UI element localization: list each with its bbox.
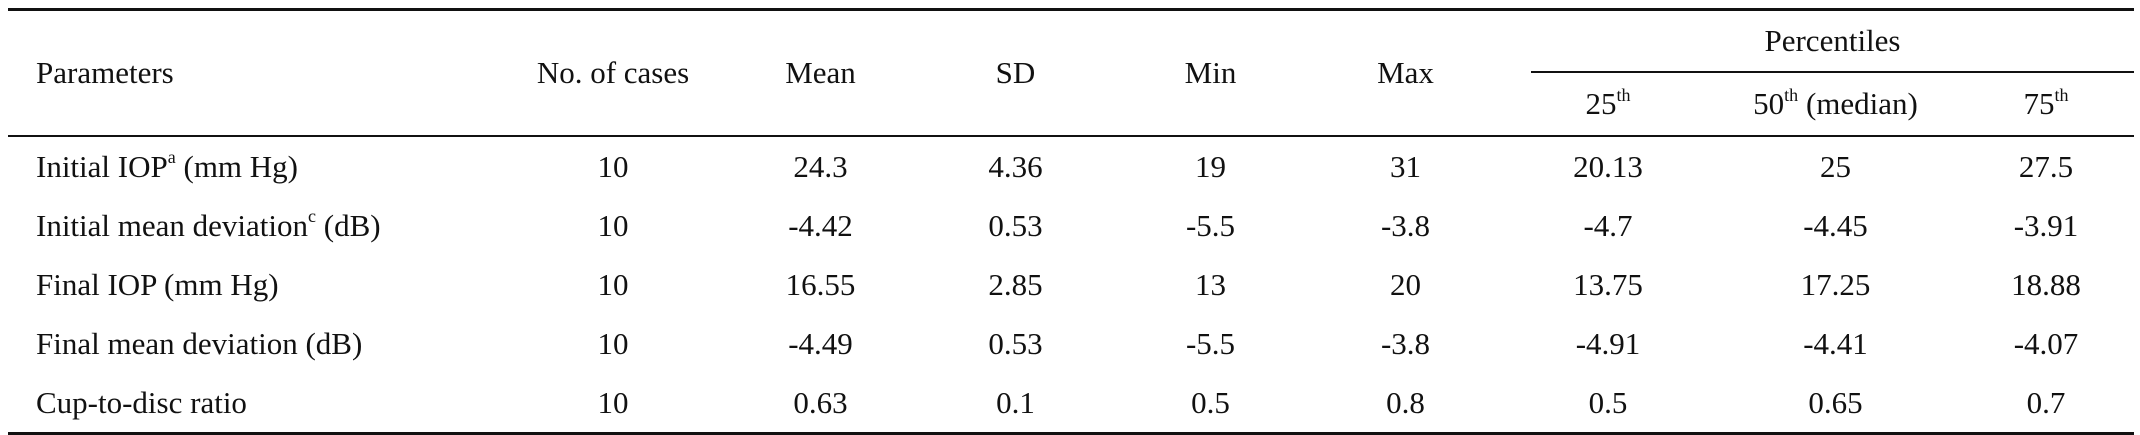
header-p75-sup: th xyxy=(2054,84,2069,105)
cell-mean: 16.55 xyxy=(785,266,856,302)
statistics-table-container: Parameters No. of cases Mean SD Min Max … xyxy=(8,8,2134,435)
row-label-tail: (mm Hg) xyxy=(175,148,299,184)
cell-cases: 10 xyxy=(597,207,629,243)
row-label-main: Initial mean deviation xyxy=(36,207,309,243)
header-p25-number: 25 xyxy=(1585,86,1617,121)
header-p50-sup: th xyxy=(1784,84,1799,105)
table-row: Initial mean deviationc (dB) 10 -4.42 0.… xyxy=(8,196,2134,255)
cell-max: 0.8 xyxy=(1308,373,1503,435)
header-sd: SD xyxy=(918,8,1113,137)
cell-mean: -4.49 xyxy=(788,325,853,361)
cell-p50: -4.45 xyxy=(1803,207,1868,243)
cell-p50: 25 xyxy=(1820,148,1851,184)
row-label-main: Final mean deviation (dB) xyxy=(36,325,363,361)
cell-min: 0.5 xyxy=(1113,373,1308,435)
cell-p50: 0.65 xyxy=(1713,373,1958,435)
cell-cases: 10 xyxy=(503,373,723,435)
cell-p75: -4.07 xyxy=(2013,325,2079,361)
header-percentiles-label: Percentiles xyxy=(1531,11,2134,73)
cell-min: 13 xyxy=(1195,266,1226,302)
header-max: Max xyxy=(1308,8,1503,137)
header-min: Min xyxy=(1113,8,1308,137)
header-p50-suffix: (median) xyxy=(1798,86,1918,121)
cell-max: -3.8 xyxy=(1380,207,1431,243)
cell-p75: 27.5 xyxy=(2018,148,2074,184)
header-mean: Mean xyxy=(723,8,918,137)
cell-sd: 0.1 xyxy=(918,373,1113,435)
row-label-tail: (dB) xyxy=(316,207,381,243)
cell-p25: 13.75 xyxy=(1573,266,1643,302)
cell-mean: 24.3 xyxy=(793,148,848,184)
row-label: Final mean deviation (dB) xyxy=(8,314,503,373)
table-row: Final IOP (mm Hg) 10 16.55 2.85 13 20 13… xyxy=(8,255,2134,314)
cell-p75: 18.88 xyxy=(2011,266,2081,302)
header-p75: 75th xyxy=(1958,73,2134,137)
cell-mean: -4.42 xyxy=(788,207,853,243)
header-percentiles: Percentiles xyxy=(1503,8,2134,73)
cell-p75: 0.7 xyxy=(1958,373,2134,435)
cell-p50: 17.25 xyxy=(1800,266,1871,302)
cell-cases: 10 xyxy=(597,148,629,184)
header-p75-number: 75 xyxy=(2023,86,2055,121)
header-p25: 25th xyxy=(1503,73,1713,137)
row-label: Initial mean deviationc (dB) xyxy=(8,196,503,255)
header-no-of-cases: No. of cases xyxy=(503,8,723,137)
row-label-footnote: a xyxy=(167,147,176,168)
row-label: Cup-to-disc ratio xyxy=(8,373,503,435)
cell-max: 20 xyxy=(1390,266,1421,302)
cell-cases: 10 xyxy=(597,266,629,302)
cell-min: 19 xyxy=(1195,148,1226,184)
cell-sd: 4.36 xyxy=(988,148,1043,184)
table-row: Cup-to-disc ratio 10 0.63 0.1 0.5 0.8 0.… xyxy=(8,373,2134,435)
row-label: Initial IOPa (mm Hg) xyxy=(8,136,503,196)
cell-p75: -3.91 xyxy=(2013,207,2079,243)
header-p50-number: 50 xyxy=(1753,86,1785,121)
cell-p50: -4.41 xyxy=(1803,325,1868,361)
header-parameters: Parameters xyxy=(8,8,503,137)
cell-sd: 2.85 xyxy=(988,266,1043,302)
statistics-table: Parameters No. of cases Mean SD Min Max … xyxy=(8,8,2134,435)
row-label-footnote: c xyxy=(308,206,317,227)
row-label-main: Final IOP (mm Hg) xyxy=(36,266,279,302)
row-label-main: Cup-to-disc ratio xyxy=(36,384,247,420)
cell-max: -3.8 xyxy=(1380,325,1431,361)
cell-cases: 10 xyxy=(597,325,629,361)
header-p25-sup: th xyxy=(1616,84,1631,105)
row-label: Final IOP (mm Hg) xyxy=(8,255,503,314)
table-row: Final mean deviation (dB) 10 -4.49 0.53 … xyxy=(8,314,2134,373)
cell-sd: 0.53 xyxy=(988,207,1043,243)
cell-p25: -4.91 xyxy=(1575,325,1641,361)
cell-mean: 0.63 xyxy=(723,373,918,435)
cell-p25: 20.13 xyxy=(1573,148,1643,184)
cell-p25: 0.5 xyxy=(1503,373,1713,435)
row-label-main: Initial IOP xyxy=(36,148,168,184)
cell-min: -5.5 xyxy=(1185,325,1236,361)
cell-min: -5.5 xyxy=(1185,207,1236,243)
cell-p25: -4.7 xyxy=(1583,207,1633,243)
table-row: Initial IOPa (mm Hg) 10 24.3 4.36 19 31 … xyxy=(8,136,2134,196)
header-p50: 50th (median) xyxy=(1713,73,1958,137)
cell-max: 31 xyxy=(1390,148,1421,184)
cell-sd: 0.53 xyxy=(988,325,1043,361)
